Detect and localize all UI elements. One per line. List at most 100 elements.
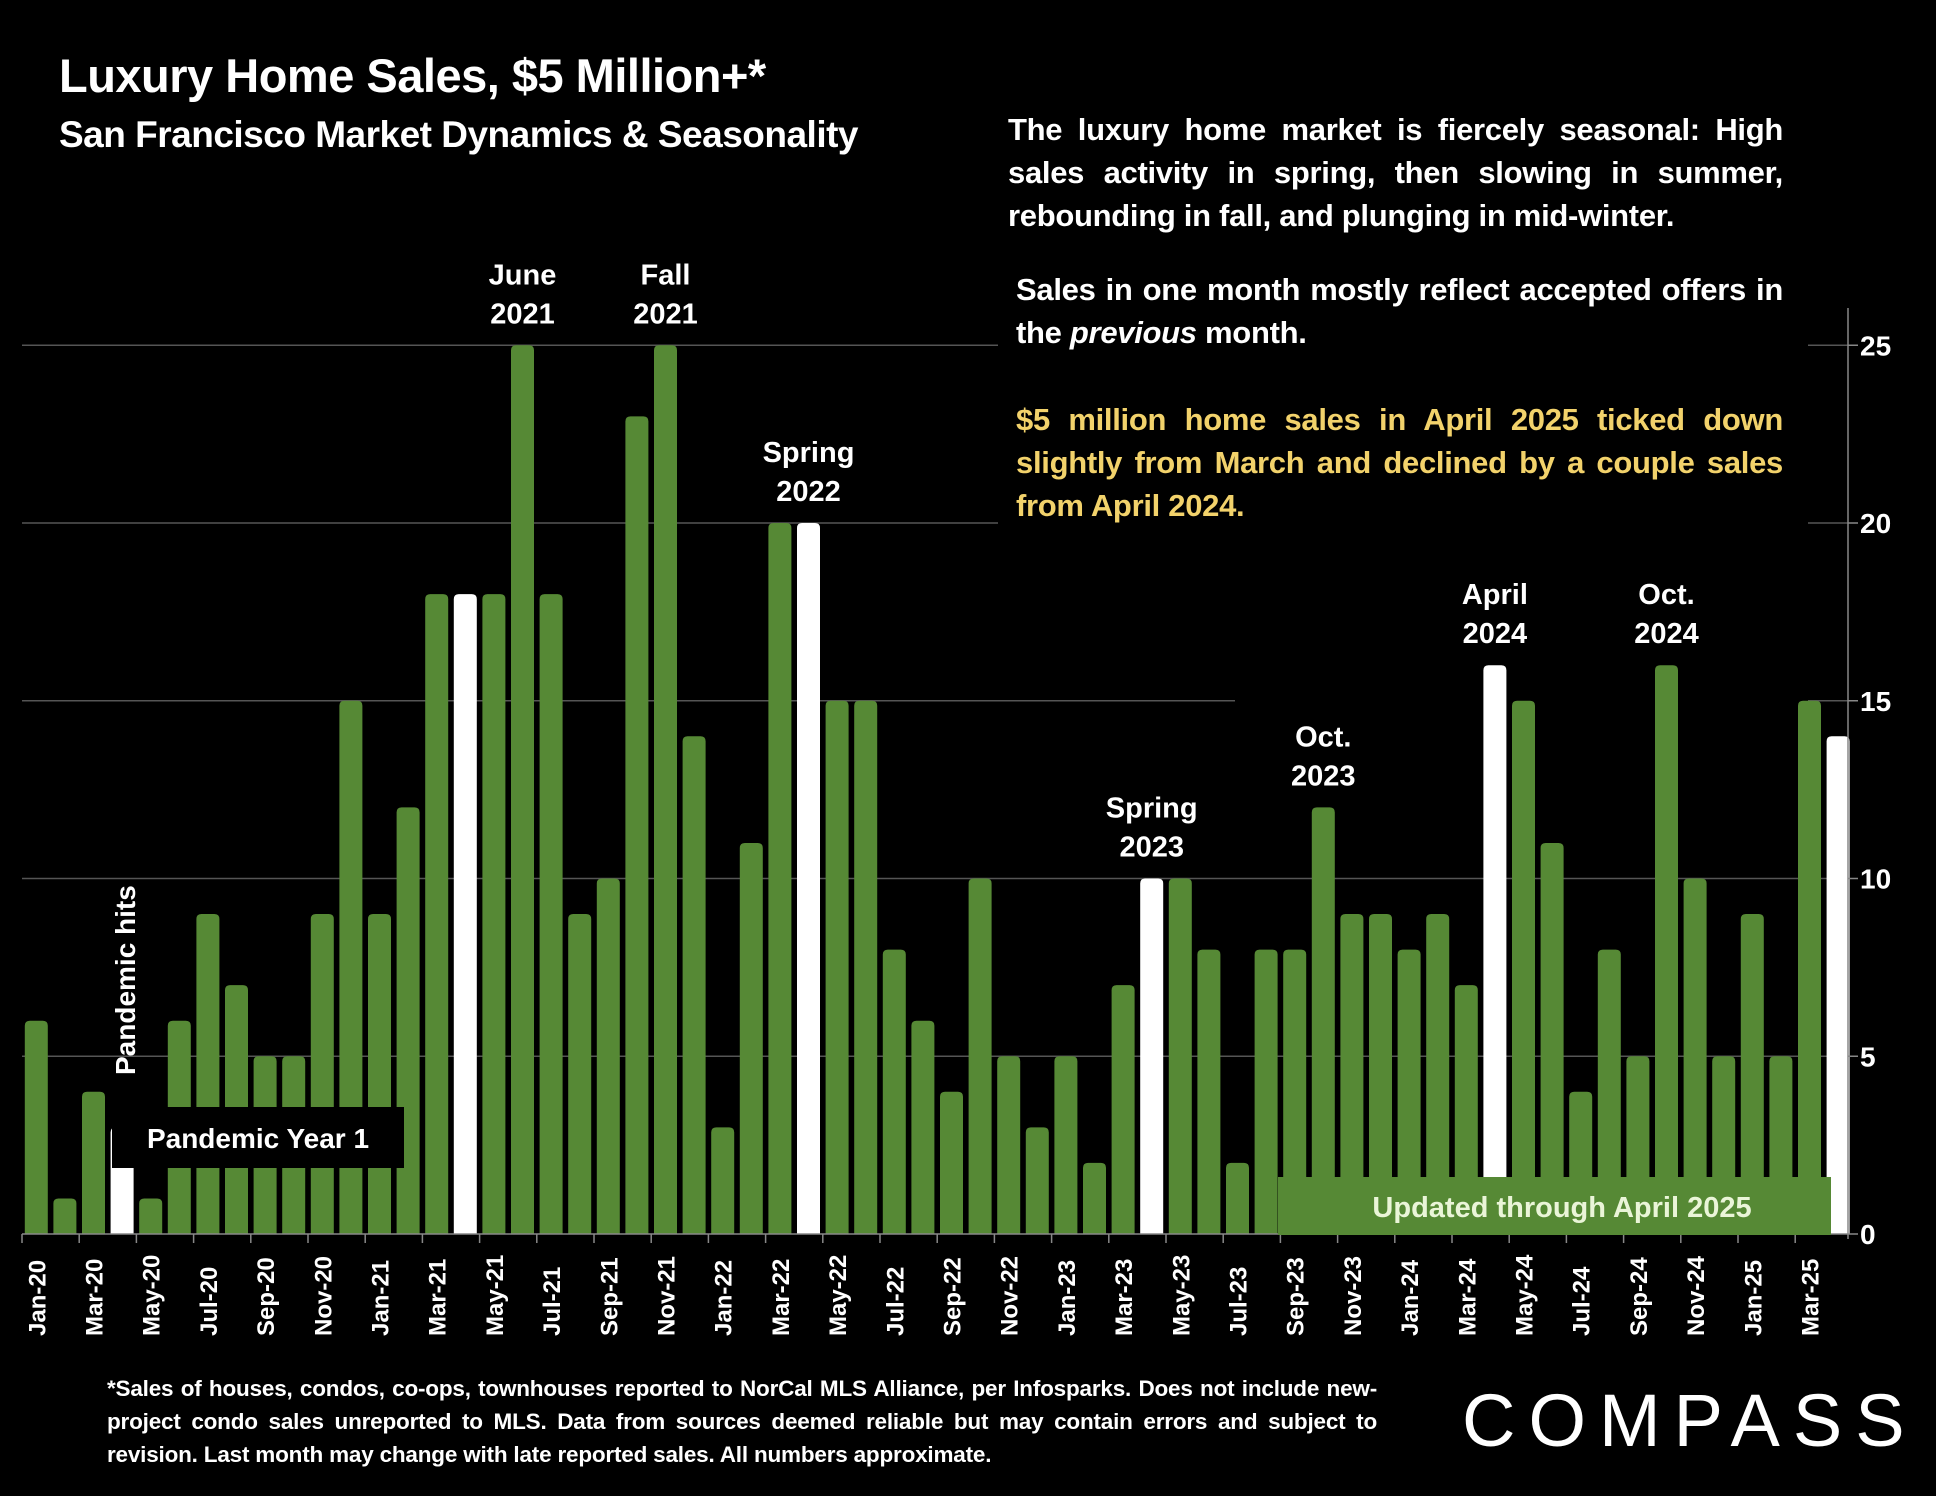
x-tick-label: Jul-20 [196, 1267, 223, 1336]
bar-feb-21 [396, 807, 420, 1234]
x-tick-label: Sep-22 [940, 1257, 967, 1336]
bar-jul-20 [196, 914, 220, 1234]
bar-jun-23 [1197, 949, 1221, 1234]
chart-title: Luxury Home Sales, $5 Million+* [59, 49, 766, 102]
bar-dec-21 [682, 736, 706, 1234]
bar-may-21 [482, 594, 506, 1234]
annotation-line: Spring [763, 437, 855, 469]
y-tick-label: 15 [1860, 686, 1891, 717]
y-tick-label: 10 [1860, 864, 1891, 895]
bar-mar-24 [1454, 985, 1478, 1234]
bar-nov-23 [1340, 914, 1364, 1234]
annotation-apr-24: April 2024 [1462, 579, 1528, 650]
annotation-line: Oct. [1638, 579, 1694, 611]
bar-jun-24 [1540, 842, 1564, 1234]
bar-mar-20 [82, 1091, 105, 1234]
annotation-line: 2023 [1119, 832, 1184, 864]
bar-jan-24 [1397, 949, 1421, 1234]
x-tick-label: Nov-23 [1340, 1256, 1367, 1336]
annotation-line: 2024 [1463, 618, 1528, 650]
annotation-line: 2024 [1634, 618, 1699, 650]
bar-jul-22 [882, 949, 906, 1234]
bars [24, 345, 1850, 1235]
bar-jan-23 [1054, 1056, 1078, 1234]
commentary-accepted-offers: Sales in one month mostly reflect accept… [1016, 268, 1783, 354]
bar-sep-21 [596, 878, 620, 1234]
bar-jul-21 [539, 594, 563, 1234]
x-tick-label: Nov-22 [997, 1256, 1024, 1336]
x-tick-label: Mar-25 [1798, 1259, 1825, 1336]
commentary-italic: previous [1069, 315, 1197, 350]
x-tick-label: Sep-21 [596, 1257, 623, 1336]
annotation-oct-23: Oct. 2023 [1291, 721, 1356, 792]
x-tick-label: Jan-20 [24, 1260, 51, 1336]
annotation-line: Fall [641, 259, 691, 291]
bar-nov-22 [997, 1056, 1021, 1234]
x-tick-label: Nov-21 [654, 1256, 681, 1336]
x-tick-label: Mar-20 [82, 1259, 109, 1336]
footnote: *Sales of houses, condos, co-ops, townho… [107, 1376, 1377, 1467]
bar-nov-21 [654, 345, 677, 1234]
updated-through-box: Updated through April 2025 [1278, 1177, 1831, 1235]
x-tick-label: Nov-20 [310, 1256, 337, 1336]
bar-dec-23 [1369, 914, 1392, 1234]
x-tick-label: Jan-24 [1397, 1259, 1424, 1336]
x-tick-label: Jul-21 [539, 1267, 566, 1336]
bar-sep-23 [1283, 949, 1307, 1234]
annotation-line: April [1462, 579, 1528, 611]
x-tick-label: Sep-20 [253, 1257, 280, 1336]
annotation-nov-21: Fall 2021 [633, 259, 698, 330]
bar-aug-23 [1254, 949, 1278, 1234]
annotation-line: Oct. [1295, 721, 1351, 753]
bar-may-23 [1168, 878, 1192, 1234]
bar-sep-22 [940, 1091, 963, 1234]
annotation-oct-24: Oct. 2024 [1634, 579, 1699, 650]
bar-aug-21 [568, 914, 592, 1234]
annotation-jun-21: June 2021 [489, 259, 557, 330]
commentary-seasonality: The luxury home market is fiercely seaso… [1008, 112, 1783, 233]
x-tick-label: May-22 [825, 1255, 852, 1336]
x-tick-label: Jan-23 [1054, 1260, 1081, 1336]
bar-oct-24 [1655, 665, 1678, 1234]
x-tick-label: Mar-22 [768, 1259, 795, 1336]
bar-mar-25 [1798, 700, 1821, 1234]
annotation-line: Spring [1106, 793, 1198, 825]
x-tick-label: Jul-24 [1569, 1266, 1596, 1336]
x-tick-label: Jul-22 [882, 1267, 909, 1336]
bar-apr-22 [797, 523, 820, 1234]
bar-mar-21 [425, 594, 449, 1234]
annotation-apr-23: Spring 2023 [1106, 793, 1198, 864]
commentary-text: Sales in one month mostly reflect accept… [1016, 272, 1783, 350]
bar-jun-21 [511, 345, 534, 1234]
annotation-line: June [489, 259, 557, 291]
bar-jan-20 [24, 1020, 48, 1234]
bar-may-20 [139, 1198, 163, 1234]
y-tick-label: 20 [1860, 508, 1891, 539]
pandemic-year-label: Pandemic Year 1 [147, 1123, 369, 1154]
annotation-line: 2023 [1291, 760, 1356, 792]
bar-feb-20 [53, 1198, 77, 1234]
bar-oct-21 [625, 416, 649, 1235]
x-tick-label: Mar-23 [1111, 1259, 1138, 1336]
bar-apr-21 [453, 594, 477, 1234]
y-tick-label: 0 [1860, 1219, 1876, 1250]
bar-apr-24 [1483, 665, 1507, 1234]
x-axis: Jan-20 Mar-20 May-20 Jul-20 Sep-20 Nov-20 Jan-… [21, 1233, 1848, 1336]
x-tick-label: Jan-22 [711, 1260, 738, 1336]
bar-nov-24 [1683, 878, 1707, 1234]
commentary-text: month. [1196, 315, 1307, 350]
bar-feb-23 [1083, 1162, 1106, 1234]
bar-jan-21 [368, 914, 391, 1234]
annotation-line: 2022 [776, 476, 841, 508]
x-tick-label: Mar-21 [425, 1259, 452, 1336]
x-tick-label: May-20 [139, 1255, 166, 1336]
x-tick-label: May-23 [1168, 1255, 1195, 1336]
bar-jun-22 [854, 700, 878, 1234]
annotations: June2021Fall2021Spring2022Spring2023Oct.… [489, 259, 1699, 863]
x-tick-label: Sep-23 [1283, 1257, 1310, 1336]
bar-dec-22 [1025, 1127, 1049, 1234]
y-tick-label: 25 [1860, 330, 1891, 361]
bar-jan-22 [711, 1127, 735, 1234]
annotation-apr-22: Spring 2022 [763, 437, 855, 508]
x-tick-label: Sep-24 [1626, 1257, 1653, 1336]
